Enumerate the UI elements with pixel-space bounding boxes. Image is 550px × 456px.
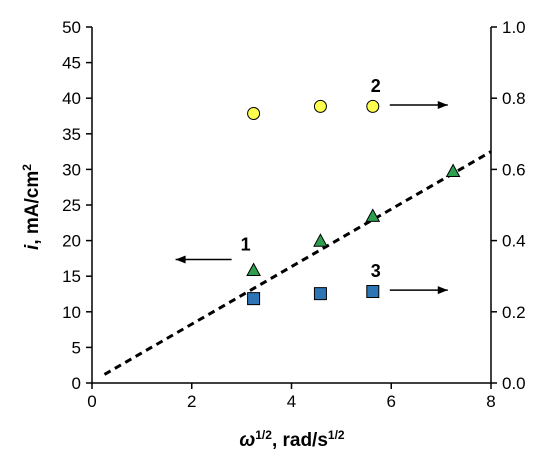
y-left-tick-label: 50: [62, 18, 81, 37]
annotation-arrow-1-head: [175, 255, 186, 264]
annotations: 1 2 3: [175, 76, 448, 295]
axes: [86, 26, 497, 389]
x-tick-label: 6: [387, 392, 396, 411]
x-tick-label: 8: [486, 392, 495, 411]
data-markers: [246, 99, 461, 306]
trendline: [103, 150, 492, 376]
series-1-triangle-marker: [365, 208, 381, 222]
series-2-circle-marker: [313, 99, 327, 113]
y-left-tick-label: 20: [62, 232, 81, 251]
y-left-tick-label: 10: [62, 303, 81, 322]
x-axis-title-sup1: 1/2: [255, 428, 272, 442]
series-1-triangle-marker: [445, 163, 461, 178]
x-axis-title-text: , rad/s: [272, 430, 328, 451]
y-axis-title: i, mA/cm2: [20, 164, 43, 250]
annotation-label-3: 3: [371, 261, 381, 281]
x-tick-label: 0: [87, 392, 96, 411]
y-left-tick-label: 15: [62, 267, 81, 286]
y-right-tick-label: 0.6: [502, 160, 526, 179]
series-2-circle-marker: [247, 107, 261, 121]
series-2-circle-marker: [366, 99, 380, 113]
x-tick-label: 2: [187, 392, 196, 411]
y-left-tick-label: 5: [72, 338, 81, 357]
y-left-tick-label: 45: [62, 54, 81, 73]
y-left-tick-label: 30: [62, 160, 81, 179]
y-axis-title-sup: 2: [20, 164, 34, 171]
tick-labels: 0 2 4 6 8 0 5 10 15 20 25 30 35 40 45 50 0.0 0.2 0.4 0.6 0.8…: [62, 18, 526, 411]
series-3-square-marker: [366, 285, 380, 299]
x-axis-title-symbol: ω: [239, 430, 255, 451]
annotation-arrow-2-head: [437, 101, 448, 110]
y-left-tick-label: 35: [62, 125, 81, 144]
y-left-tick-label: 25: [62, 196, 81, 215]
y-axis-title-italic: i: [22, 244, 43, 250]
y-right-tick-label: 0.8: [502, 89, 526, 108]
annotation-label-2: 2: [371, 76, 381, 96]
y-right-tick-label: 0.4: [502, 232, 526, 251]
series-3-square-marker: [313, 287, 327, 301]
y-right-tick-label: 1.0: [502, 18, 526, 37]
x-axis-title: ω1/2, rad/s1/2: [239, 428, 345, 451]
x-axis-title-sup2: 1/2: [328, 428, 345, 442]
y-left-tick-label: 40: [62, 89, 81, 108]
y-left-tick-label: 0: [72, 374, 81, 393]
series-1-triangle-marker: [246, 262, 261, 277]
series-3-square-marker: [247, 292, 261, 306]
series-1-triangle-marker: [313, 233, 328, 247]
y-right-tick-label: 0.0: [502, 374, 526, 393]
y-axis-title-text: , mA/cm: [22, 171, 43, 245]
annotation-arrow-3-head: [437, 286, 448, 295]
annotation-label-1: 1: [241, 235, 251, 255]
y-right-tick-label: 0.2: [502, 303, 526, 322]
x-tick-label: 4: [287, 392, 296, 411]
trendline-group: [103, 150, 492, 376]
